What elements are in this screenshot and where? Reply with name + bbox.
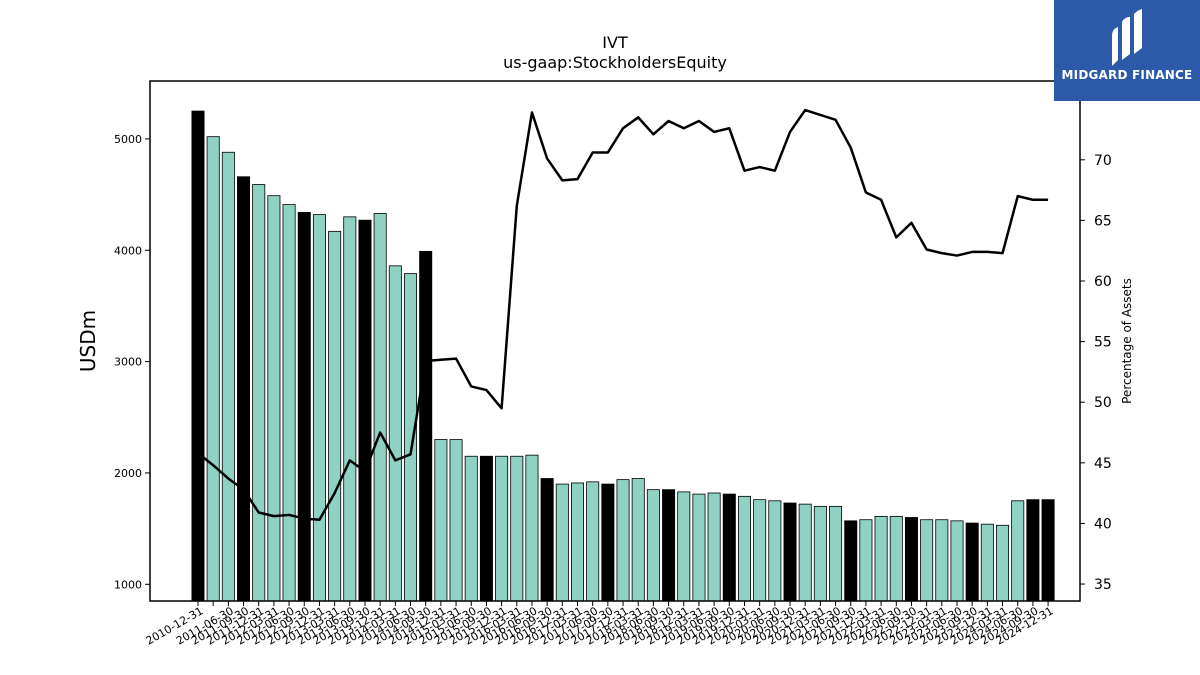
x-axis: 2010-12-312011-06-302011-09-302011-12-31… [144,601,1056,648]
bar-2020-12-31 [798,503,812,602]
bar-2015-12-31 [495,455,509,602]
bar-2019-12-31 [737,495,751,602]
bar-2015-06-30 [464,455,478,602]
bar-2014-12-31 [434,439,448,602]
logo-text: MIDGARD FINANCE [1061,68,1193,82]
y-axis-right: 35 40 45 50 55 60 65 70 [1080,153,1112,593]
bar-2020-03-31 [753,499,767,602]
bar-2016-06-30 [525,454,539,602]
bar-2023-09-30 [965,522,979,602]
y-axis-label: USDm [76,310,100,372]
y2-tick-label: 55 [1094,335,1112,351]
bar-2021-06-30 [829,505,843,602]
y2-tick-label: 45 [1094,456,1112,472]
bar-2018-06-30 [646,489,660,602]
bar-2024-09-30 [1026,499,1040,602]
bar-2020-06-30 [768,500,782,602]
bar-2023-06-30 [950,520,964,602]
bar-2023-12-31 [980,523,994,602]
y-tick-label: 2000 [114,467,142,480]
bar-2024-12-31 [1041,499,1055,602]
y2-tick-label: 40 [1094,516,1112,532]
y-axis-left: 1000 2000 3000 4000 5000 [114,133,150,591]
bar-2019-06-30 [707,492,721,602]
y-tick-label: 3000 [114,356,142,369]
bar-2022-12-31 [920,519,934,602]
bar-2022-06-30 [889,515,903,602]
bar-2017-12-31 [616,479,630,602]
y-tick-label: 1000 [114,578,142,591]
bar-2011-09-30 [237,176,251,602]
line-series [197,108,1049,522]
bar-2015-09-30 [479,455,493,602]
y2-tick-label: 65 [1094,213,1112,229]
bar-2016-03-31 [510,455,524,602]
bar-2011-12-31 [252,184,266,602]
bar-2014-03-31 [388,265,402,602]
bar-2010-12-31 [191,110,205,602]
bar-2020-09-30 [783,502,797,602]
bar-2023-03-31 [935,519,949,602]
bar-2012-09-30 [297,211,311,602]
bar-2016-09-30 [540,478,554,602]
bar-2021-09-30 [844,520,858,602]
y2-tick-label: 70 [1094,153,1112,169]
y2-tick-label: 60 [1094,274,1112,290]
bar-2022-09-30 [904,517,918,602]
bar-2019-09-30 [722,493,736,602]
bar-2018-12-31 [677,491,691,602]
bar-2017-06-30 [586,481,600,602]
plot-frame [149,80,1081,602]
bar-2015-03-31 [449,439,463,602]
bar-2012-06-30 [282,204,296,602]
bar-2016-12-31 [555,483,569,602]
percentage-line [197,108,1049,522]
bar-2011-03-31 [206,136,220,602]
bar-2012-03-31 [267,195,281,602]
y-tick-label: 4000 [114,244,142,257]
bar-2022-03-31 [874,515,888,602]
bar-2019-03-31 [692,493,706,602]
bar-2018-03-31 [631,478,645,602]
bar-2017-09-30 [601,483,615,602]
bar-2024-06-30 [1011,500,1025,602]
brand-logo: MIDGARD FINANCE [1054,0,1200,101]
bar-2018-09-30 [662,489,676,602]
y2-axis-label: Percentage of Assets [1120,278,1134,404]
chart-subtitle: us-gaap:StockholdersEquity [503,53,727,72]
bar-2013-03-31 [328,230,342,602]
y2-tick-label: 35 [1094,577,1112,593]
midgard-logo-icon [1112,9,1142,66]
bar-2021-12-31 [859,519,873,602]
bar-2014-06-30 [404,273,418,602]
bar-2017-03-31 [571,482,585,602]
bar-2013-12-31 [373,213,387,602]
y2-tick-label: 50 [1094,395,1112,411]
bar-2021-03-31 [813,505,827,602]
bar-2012-12-31 [312,214,326,602]
bar-2011-06-30 [221,151,235,602]
bar-2013-09-30 [358,219,372,602]
y-tick-label: 5000 [114,133,142,146]
bar-2014-09-30 [419,250,433,602]
bar-2013-06-30 [343,216,357,602]
bar-2024-03-31 [996,524,1010,602]
chart-title: IVT [602,33,628,52]
bar-series [191,110,1055,602]
